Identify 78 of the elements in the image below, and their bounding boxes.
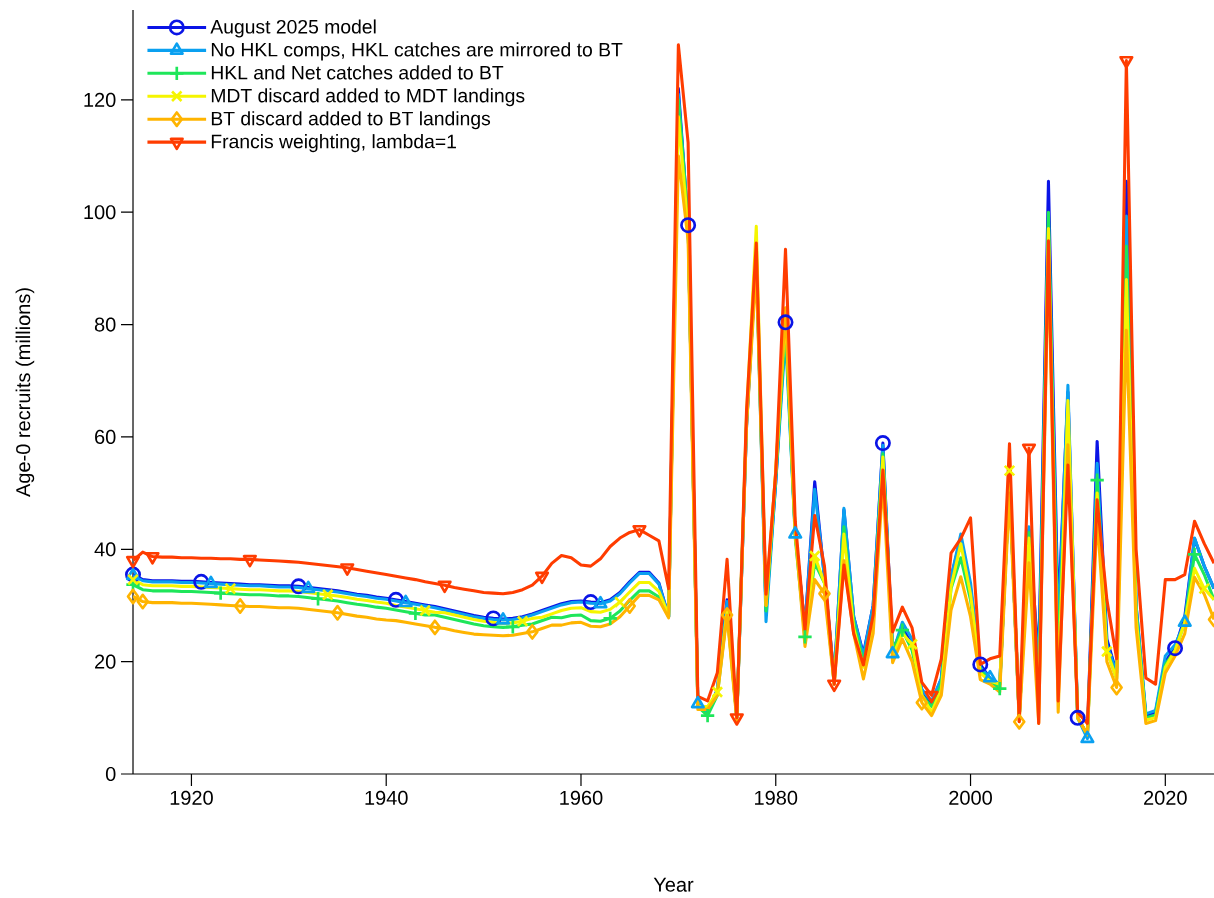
point: [534, 571, 550, 585]
point: [818, 585, 831, 602]
point: [516, 615, 529, 628]
point: [301, 580, 316, 594]
x-tick-label: 1960: [560, 790, 603, 805]
legend-label: MDT discard added to MDT landings: [211, 88, 525, 107]
point: [398, 594, 413, 608]
point: [1110, 679, 1123, 696]
point: [593, 595, 608, 609]
point: [680, 217, 697, 234]
y-tick-label: 120: [84, 92, 116, 107]
point: [874, 435, 891, 452]
point: [495, 612, 511, 625]
point: [340, 563, 355, 576]
x-tick-label: 2000: [949, 790, 992, 805]
y-tick-label: 20: [95, 654, 116, 669]
point: [1003, 464, 1016, 477]
point: [331, 604, 344, 621]
point: [203, 575, 219, 589]
point: [1089, 472, 1106, 489]
x-tick-label: 1920: [170, 790, 213, 805]
legend-label: HKL and Net catches added to BT: [211, 65, 504, 80]
point: [690, 695, 705, 709]
point: [632, 524, 647, 538]
point: [125, 555, 141, 569]
point: [885, 645, 900, 659]
point: [136, 593, 150, 610]
x-tick-label: 2020: [1144, 790, 1187, 805]
point: [321, 588, 334, 601]
point: [924, 690, 939, 704]
point: [894, 622, 911, 639]
y-tick-label: 100: [84, 205, 116, 220]
legend-label: No HKL comps, HKL catches are mirrored to BT: [211, 42, 623, 61]
point: [1021, 443, 1037, 457]
point: [788, 526, 803, 539]
point: [1167, 640, 1184, 657]
point: [602, 610, 619, 627]
point: [233, 598, 247, 615]
point: [808, 549, 821, 563]
y-tick-label: 60: [95, 429, 116, 444]
point: [419, 604, 432, 617]
point: [1012, 713, 1026, 730]
legend-label: August 2025 model: [210, 19, 376, 38]
x-axis-title: Year: [653, 877, 694, 892]
y-axis-title: Age-0 recruits (millions): [15, 288, 35, 497]
point: [982, 669, 998, 683]
point: [525, 623, 539, 640]
point: [915, 694, 929, 711]
point: [145, 551, 160, 565]
point: [1100, 645, 1113, 658]
point: [1186, 546, 1203, 563]
y-tick-label: 40: [94, 542, 116, 557]
point: [1080, 730, 1095, 744]
point: [991, 680, 1008, 697]
point: [1119, 55, 1134, 69]
point: [242, 554, 257, 568]
point: [126, 588, 140, 605]
y-tick-label: 0: [105, 766, 116, 782]
x-tick-label: 1980: [755, 790, 798, 805]
point: [126, 573, 140, 586]
legend-label: BT discard added to BT landings: [211, 111, 491, 130]
point: [1198, 582, 1211, 595]
x-tick-label: 1940: [365, 790, 408, 805]
point: [699, 707, 716, 724]
legend-label: Francis weighting, lambda=1: [211, 134, 456, 153]
point: [428, 619, 442, 636]
point: [224, 582, 237, 595]
point: [711, 685, 724, 699]
point: [623, 598, 637, 615]
point: [613, 596, 626, 609]
point: [1177, 614, 1192, 627]
point: [437, 580, 452, 594]
point: [1069, 709, 1086, 726]
y-tick-label: 80: [94, 317, 116, 332]
point: [972, 656, 989, 673]
point: [906, 638, 919, 651]
point: [777, 314, 794, 331]
point: [796, 628, 813, 645]
